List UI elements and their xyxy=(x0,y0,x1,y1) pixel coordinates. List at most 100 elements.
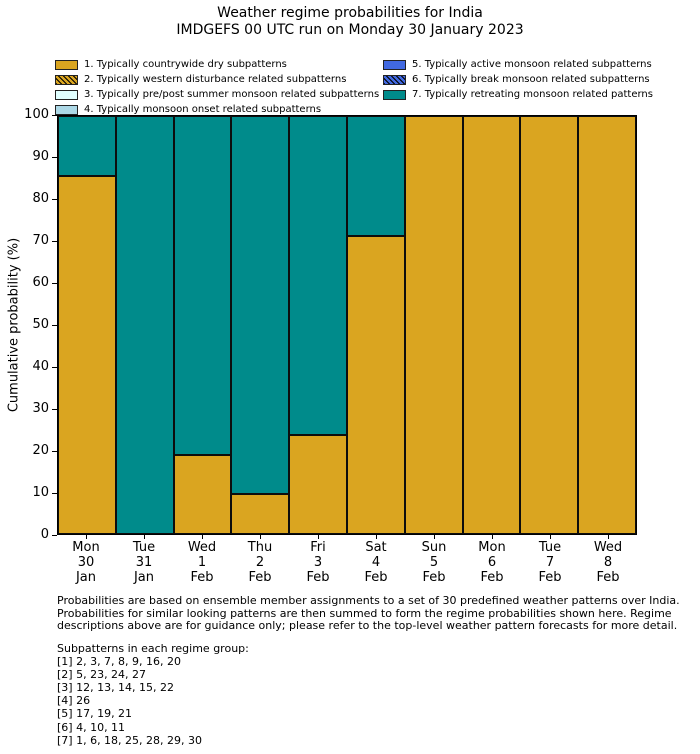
bar-wed-1-feb xyxy=(173,116,232,534)
x-tick-mark xyxy=(202,535,203,539)
footer-text: Probabilities are based on ensemble memb… xyxy=(57,594,680,633)
x-tick-mark xyxy=(550,535,551,539)
y-tick-mark xyxy=(52,493,57,494)
bar-segment-countrywide-dry xyxy=(578,116,636,534)
legend-item-6: 6. Typically break monsoon related subpa… xyxy=(383,72,653,87)
y-tick-mark xyxy=(52,535,57,536)
legend-swatch-western-disturbance-icon xyxy=(55,74,78,85)
bar-segment-countrywide-dry xyxy=(520,116,579,534)
bar-segment-retreating-monsoon xyxy=(231,116,290,495)
x-tick-label: Mon 30 Jan xyxy=(72,540,100,585)
legend-item-1: 1. Typically countrywide dry subpatterns xyxy=(55,57,379,72)
legend-label-5: 5. Typically active monsoon related subp… xyxy=(412,59,652,70)
legend-item-5: 5. Typically active monsoon related subp… xyxy=(383,57,653,72)
bar-segment-countrywide-dry xyxy=(404,116,463,534)
y-tick-label: 0 xyxy=(40,527,49,542)
bar-segment-countrywide-dry xyxy=(289,434,347,534)
bar-sun-5-feb xyxy=(404,116,463,534)
x-tick-mark xyxy=(260,535,261,539)
subpattern-line-2: [2] 5, 23, 24, 27 xyxy=(57,668,147,682)
x-tick-mark xyxy=(608,535,609,539)
legend-swatch-dry-icon xyxy=(55,59,78,70)
y-tick-mark xyxy=(52,451,57,452)
x-tick-mark xyxy=(376,535,377,539)
x-tick-mark xyxy=(318,535,319,539)
x-tick-label: Fri 3 Feb xyxy=(306,540,330,585)
legend-swatch-monsoon-onset-icon xyxy=(55,104,78,115)
bar-mon-30-jan xyxy=(58,116,116,534)
y-tick-mark xyxy=(52,283,57,284)
x-tick-mark xyxy=(492,535,493,539)
y-tick-mark xyxy=(52,241,57,242)
y-tick-label: 60 xyxy=(32,275,49,290)
y-tick-mark xyxy=(52,115,57,116)
y-tick-label: 100 xyxy=(24,107,49,122)
legend-swatch-retreating-monsoon-icon xyxy=(383,89,406,100)
bar-segment-countrywide-dry xyxy=(173,454,232,534)
bar-segment-retreating-monsoon xyxy=(289,116,347,435)
x-tick-label: Sat 4 Feb xyxy=(364,540,388,585)
x-tick-mark xyxy=(434,535,435,539)
bar-segment-countrywide-dry xyxy=(347,235,405,534)
legend-swatch-pre-post-summer-icon xyxy=(55,89,78,100)
subpattern-line-1: [1] 2, 3, 7, 8, 9, 16, 20 xyxy=(57,655,182,669)
subpattern-line-4: [4] 26 xyxy=(57,694,91,708)
y-tick-label: 90 xyxy=(32,149,49,164)
bar-sat-4-feb xyxy=(347,116,405,534)
legend-item-2: 2. Typically western disturbance related… xyxy=(55,72,379,87)
subpattern-line-3: [3] 12, 13, 14, 15, 22 xyxy=(57,681,175,695)
bar-tue-31-jan xyxy=(115,116,174,534)
bar-mon-6-feb xyxy=(462,116,521,534)
y-tick-mark xyxy=(52,409,57,410)
x-tick-label: Wed 8 Feb xyxy=(593,540,623,585)
y-tick-label: 10 xyxy=(32,485,49,500)
x-tick-label: Wed 1 Feb xyxy=(187,540,217,585)
legend-swatch-active-monsoon-icon xyxy=(383,59,406,70)
subpatterns-list: Subpatterns in each regime group: [1] 2,… xyxy=(57,642,249,747)
bar-tue-7-feb xyxy=(520,116,579,534)
legend-column-right: 5. Typically active monsoon related subp… xyxy=(383,57,653,102)
y-tick-label: 70 xyxy=(32,233,49,248)
bar-segment-retreating-monsoon xyxy=(347,116,405,236)
x-tick-label: Tue 7 Feb xyxy=(538,540,562,585)
legend-label-4: 4. Typically monsoon onset related subpa… xyxy=(84,104,322,115)
legend-column-left: 1. Typically countrywide dry subpatterns… xyxy=(55,57,379,117)
bar-segment-countrywide-dry xyxy=(231,494,290,534)
legend-swatch-break-monsoon-icon xyxy=(383,74,406,85)
bar-segment-retreating-monsoon xyxy=(173,116,232,455)
subpattern-line-7: [7] 1, 6, 18, 25, 28, 29, 30 xyxy=(57,733,203,747)
y-tick-mark xyxy=(52,367,57,368)
x-tick-mark xyxy=(86,535,87,539)
x-tick-mark xyxy=(144,535,145,539)
y-tick-label: 20 xyxy=(32,443,49,458)
x-tick-label: Sun 5 Feb xyxy=(421,540,447,585)
bar-fri-3-feb xyxy=(289,116,347,534)
bar-segment-countrywide-dry xyxy=(58,175,116,534)
x-tick-label: Thu 2 Feb xyxy=(247,540,273,585)
x-tick-label: Tue 31 Jan xyxy=(132,540,156,585)
legend-item-4: 4. Typically monsoon onset related subpa… xyxy=(55,102,379,117)
subpatterns-heading: Subpatterns in each regime group: xyxy=(57,642,249,655)
y-tick-mark xyxy=(52,157,57,158)
chart-title: Weather regime probabilities for India xyxy=(217,5,483,21)
y-tick-mark xyxy=(52,199,57,200)
bar-segment-countrywide-dry xyxy=(462,116,521,534)
legend-item-7: 7. Typically retreating monsoon related … xyxy=(383,87,653,102)
subpattern-line-6: [6] 4, 10, 11 xyxy=(57,720,126,734)
legend-label-3: 3. Typically pre/post summer monsoon rel… xyxy=(84,89,380,100)
y-tick-label: 30 xyxy=(32,401,49,416)
legend-label-6: 6. Typically break monsoon related subpa… xyxy=(412,74,650,85)
bar-segment-retreating-monsoon xyxy=(58,116,116,176)
bar-wed-8-feb xyxy=(578,116,636,534)
plot-area xyxy=(57,115,637,535)
legend-label-1: 1. Typically countrywide dry subpatterns xyxy=(84,59,287,70)
y-tick-mark xyxy=(52,325,57,326)
x-tick-label: Mon 6 Feb xyxy=(478,540,506,585)
chart-subtitle: IMDGEFS 00 UTC run on Monday 30 January … xyxy=(176,22,524,38)
footer-line-3: descriptions above are for guidance only… xyxy=(57,619,678,633)
bar-thu-2-feb xyxy=(231,116,290,534)
legend-item-3: 3. Typically pre/post summer monsoon rel… xyxy=(55,87,379,102)
y-tick-label: 50 xyxy=(32,317,49,332)
bar-segment-retreating-monsoon xyxy=(115,116,174,534)
